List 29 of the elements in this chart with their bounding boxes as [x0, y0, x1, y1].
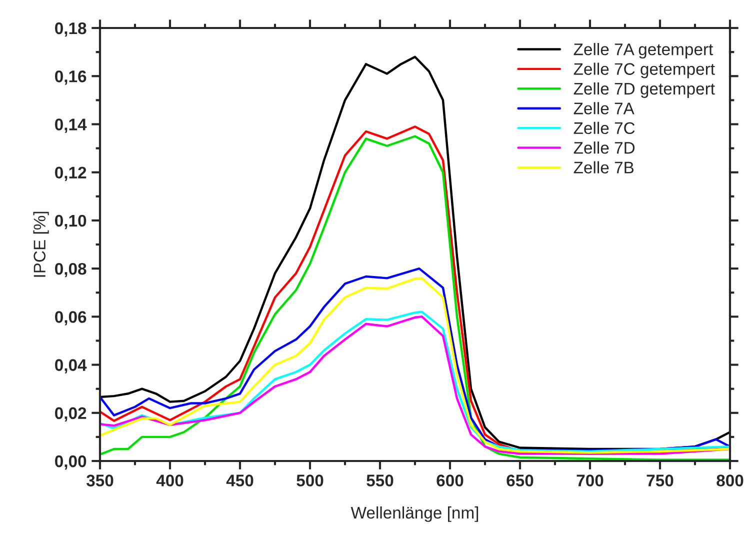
x-tick-label: 550	[366, 474, 394, 486]
legend-label: Zelle 7D getempert	[574, 82, 715, 98]
y-tick-label: 0,04	[55, 359, 87, 374]
legend-label: Zelle 7A getempert	[574, 43, 714, 59]
y-tick-label: 0,12	[55, 166, 86, 181]
x-tick-label: 350	[86, 474, 114, 486]
x-tick-label: 500	[296, 474, 324, 486]
x-tick-label: 650	[506, 474, 534, 486]
legend-label: Zelle 7B	[574, 161, 634, 174]
y-tick-label: 0,10	[55, 214, 86, 230]
legend-label: Zelle 7D	[574, 142, 635, 154]
x-axis-title: Wellenlänge [nm]	[350, 506, 478, 522]
x-tick-label: 400	[156, 474, 184, 486]
y-tick-label: 0,16	[55, 70, 86, 85]
y-tick-label: 0,06	[55, 311, 86, 326]
x-tick-label: 450	[226, 474, 254, 486]
y-tick-label: 0,00	[55, 455, 86, 470]
x-tick-label: 700	[576, 474, 604, 486]
x-tick-label: 750	[646, 474, 674, 486]
y-tick-label: 0,08	[55, 262, 86, 278]
legend-label: Zelle 7C	[574, 122, 635, 134]
legend-label: Zelle 7C getempert	[574, 62, 715, 78]
y-axis-title: IPCE [%]	[33, 212, 49, 277]
y-tick-label: 0,14	[55, 118, 87, 133]
x-tick-label: 800	[716, 474, 744, 486]
legend-label: Zelle 7A	[574, 102, 634, 114]
y-tick-label: 0,18	[55, 22, 86, 37]
x-tick-label: 600	[436, 474, 464, 486]
y-tick-label: 0,02	[55, 407, 86, 422]
